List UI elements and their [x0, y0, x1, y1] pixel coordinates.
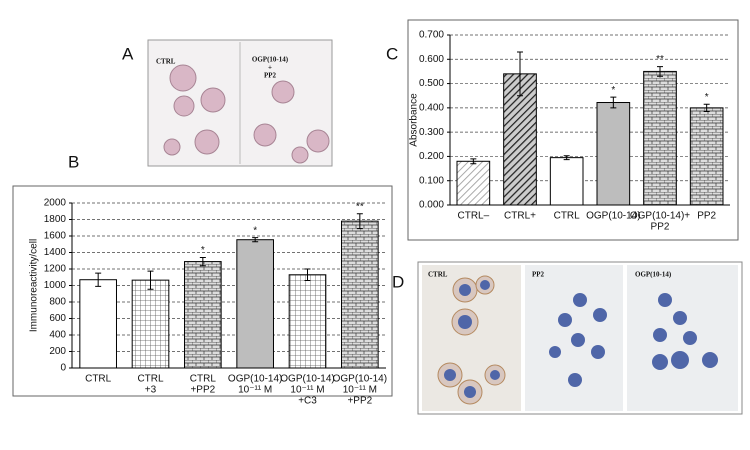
y-tick-label: 1000 — [44, 280, 67, 291]
error-bar — [147, 270, 154, 290]
x-tick-label: 10⁻¹¹ M — [343, 385, 377, 396]
x-tick-label: CTRL — [554, 211, 581, 222]
bar — [79, 279, 117, 369]
significance: * — [611, 85, 615, 96]
x-tick-label: +3 — [145, 385, 157, 396]
significance: * — [705, 92, 709, 103]
y-tick-label: 0.000 — [419, 200, 444, 211]
micrograph-label: OGP(10-14) — [635, 271, 672, 279]
panel-letter: A — [122, 44, 134, 63]
x-tick-label: OGP(10-14) — [228, 374, 282, 385]
bar — [236, 239, 274, 369]
bar — [689, 107, 724, 206]
micrograph-label: CTRL — [156, 58, 176, 66]
x-tick-label: +PP2 — [347, 396, 372, 407]
x-tick-label: OGP(10-14)+ — [630, 211, 690, 222]
error-bar — [470, 158, 477, 165]
y-tick-label: 0.300 — [419, 127, 444, 138]
x-tick-label: CTRL — [137, 374, 164, 385]
nuclei — [444, 280, 718, 398]
bar — [456, 160, 491, 206]
y-tick-label: 1200 — [44, 264, 67, 275]
error-bar — [356, 213, 363, 230]
y-tick-label: 0.600 — [419, 54, 444, 65]
y-tick-label: 0.100 — [419, 175, 444, 186]
micrograph-label: + — [268, 64, 272, 72]
x-tick-label: CTRL– — [457, 211, 489, 222]
error-bar — [657, 66, 663, 77]
panel-letter: C — [386, 44, 398, 63]
x-tick-label: CTRL — [190, 374, 217, 385]
chart-frame — [12, 185, 393, 397]
micrograph-label: CTRL — [428, 271, 448, 279]
y-tick-label: 0.200 — [419, 151, 444, 162]
y-tick-label: 1400 — [44, 247, 67, 258]
error-bar — [517, 51, 523, 97]
y-tick-label: 1800 — [44, 214, 67, 225]
x-tick-label: OGP(10-14) — [280, 374, 334, 385]
y-tick-label: 2000 — [44, 198, 67, 209]
bar — [341, 220, 379, 369]
y-tick-label: 400 — [49, 330, 66, 341]
significance: ** — [656, 54, 664, 65]
x-tick-label: CTRL — [85, 374, 112, 385]
bar — [549, 157, 584, 206]
x-tick-label: PP2 — [697, 211, 716, 222]
y-tick-label: 0.500 — [419, 78, 444, 89]
y-tick-label: 200 — [49, 346, 66, 357]
micrograph-label: PP2 — [264, 72, 277, 80]
significance: * — [201, 245, 205, 256]
bar — [643, 70, 677, 206]
y-tick-label: 600 — [49, 313, 66, 324]
bar — [288, 274, 327, 369]
y-tick-label: 0.400 — [419, 102, 444, 113]
bar — [596, 102, 631, 206]
error-bar — [563, 155, 570, 161]
micrograph-label: OGP(10-14) — [252, 56, 289, 64]
y-axis-label: Absorbance — [409, 93, 420, 147]
x-tick-label: 10⁻¹¹ M — [238, 385, 272, 396]
micrograph-label: PP2 — [532, 271, 545, 279]
x-tick-label: 10⁻¹¹ M — [290, 385, 324, 396]
x-tick-label: +PP2 — [190, 385, 215, 396]
y-tick-label: 1600 — [44, 231, 67, 242]
x-tick-label: +C3 — [298, 396, 317, 407]
significance: * — [253, 225, 257, 236]
significance: ** — [356, 201, 364, 212]
bar — [131, 279, 170, 369]
panel-letter: B — [68, 152, 79, 171]
x-tick-label: OGP(10-14) — [586, 211, 640, 222]
x-tick-label: CTRL+ — [504, 211, 536, 222]
error-bar — [95, 272, 102, 287]
y-tick-label: 0 — [60, 363, 66, 374]
panel-letter: D — [392, 272, 404, 291]
chart-frame — [407, 19, 739, 241]
error-bar — [610, 96, 617, 109]
y-tick-label: 800 — [49, 297, 66, 308]
x-tick-label: PP2 — [651, 222, 670, 233]
error-bar — [703, 103, 710, 112]
y-tick-label: 0.700 — [419, 30, 444, 41]
x-tick-label: OGP(10-14) — [333, 374, 387, 385]
micrograph — [627, 265, 738, 411]
y-axis-label: Immunoreactivity/cell — [29, 239, 40, 332]
cells — [163, 64, 330, 164]
error-bar — [304, 268, 311, 282]
error-bar — [252, 237, 259, 243]
bar — [184, 261, 222, 369]
error-bar — [199, 256, 206, 267]
